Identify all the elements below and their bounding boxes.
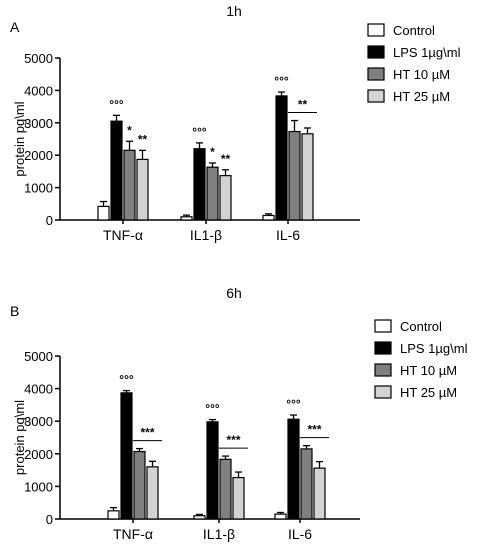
y-tick-label: 3000 <box>24 414 53 429</box>
significance-marker: ** <box>138 132 148 146</box>
y-tick-label: 1000 <box>24 181 53 196</box>
legend-label: HT 25 µM <box>393 89 450 104</box>
significance-marker: °°° <box>109 97 124 111</box>
x-tick-label: IL1-β <box>203 526 235 542</box>
legend-label: HT 10 µM <box>393 67 450 82</box>
significance-marker: °°° <box>274 74 289 88</box>
bar-ht-10-m <box>206 166 219 221</box>
legend-swatch <box>367 89 385 103</box>
y-tick-label: 5000 <box>24 349 53 364</box>
x-tick-label: IL-6 <box>276 227 300 243</box>
bar-lps-1-g-ml <box>193 148 206 221</box>
legend-label: LPS 1µg\ml <box>400 341 468 356</box>
significance-marker: °°° <box>205 402 220 416</box>
bar-lps-1-g-ml <box>287 418 300 520</box>
legend-swatch <box>367 67 385 81</box>
bar-ht-25-m <box>136 158 149 221</box>
y-axis-label: protein pg\ml <box>12 101 27 176</box>
significance-marker: °°° <box>192 125 207 139</box>
significance-marker: *** <box>226 433 240 447</box>
bar-ht-10-m <box>219 458 232 520</box>
significance-marker: °°° <box>286 397 301 411</box>
bar-lps-1-g-ml <box>275 95 288 221</box>
legend-label: HT 25 µM <box>400 385 457 400</box>
y-tick-label: 2000 <box>24 148 53 163</box>
legend-swatch <box>374 363 392 377</box>
bar-ht-10-m <box>288 130 301 221</box>
y-tick-label: 0 <box>46 213 53 228</box>
y-tick-label: 0 <box>46 512 53 527</box>
y-tick-label: 3000 <box>24 116 53 131</box>
bar-control <box>193 515 206 520</box>
significance-marker: °°° <box>119 373 134 387</box>
bar-ht-10-m <box>300 448 313 520</box>
significance-marker: * <box>210 145 215 159</box>
legend-swatch <box>367 23 385 37</box>
bar-ht-25-m <box>146 466 159 520</box>
legend-label: HT 10 µM <box>400 363 457 378</box>
chart-title: 6h <box>226 285 242 301</box>
legend-label: Control <box>393 23 435 38</box>
y-tick-label: 2000 <box>24 447 53 462</box>
legend-swatch <box>367 45 385 59</box>
panel-label: B <box>10 303 19 319</box>
x-tick-label: TNF-α <box>103 227 143 243</box>
significance-marker: * <box>127 123 132 137</box>
bar-lps-1-g-ml <box>206 421 219 520</box>
bar-control <box>262 214 275 221</box>
bar-control <box>274 513 287 520</box>
significance-marker: *** <box>307 423 321 437</box>
significance-marker: ** <box>298 98 308 112</box>
significance-marker: *** <box>140 426 154 440</box>
bar-ht-10-m <box>133 450 146 520</box>
bar-ht-25-m <box>313 467 326 520</box>
legend-swatch <box>374 385 392 399</box>
bar-control <box>97 205 110 221</box>
y-tick-label: 4000 <box>24 382 53 397</box>
legend-label: Control <box>400 319 442 334</box>
panel-label: A <box>10 19 20 35</box>
legend-swatch <box>374 341 392 355</box>
bar-ht-25-m <box>301 133 314 221</box>
y-axis-label: protein pg\ml <box>12 400 27 475</box>
bar-lps-1-g-ml <box>110 120 123 221</box>
bar-control <box>107 510 120 520</box>
bar-control <box>180 216 193 221</box>
panel-a: A 1h protein pg\ml 0 1000 2000 3000 4000 5000 TNF… <box>10 3 461 243</box>
significance-marker: ** <box>221 152 231 166</box>
chart-title: 1h <box>226 3 242 19</box>
y-tick-label: 1000 <box>24 479 53 494</box>
legend-swatch <box>374 319 392 333</box>
y-tick-label: 4000 <box>24 83 53 98</box>
x-tick-label: IL-6 <box>288 526 312 542</box>
legend-label: LPS 1µg\ml <box>393 45 461 60</box>
bar-ht-25-m <box>219 175 232 221</box>
panel-b: B 6h protein pg\ml 0 1000 2000 3000 4000 5000 TNF… <box>10 285 468 542</box>
bar-ht-25-m <box>232 476 245 520</box>
bar-ht-10-m <box>123 149 136 221</box>
x-tick-label: IL1-β <box>190 227 222 243</box>
bar-lps-1-g-ml <box>120 392 133 520</box>
y-tick-label: 5000 <box>24 51 53 66</box>
x-tick-label: TNF-α <box>113 526 153 542</box>
